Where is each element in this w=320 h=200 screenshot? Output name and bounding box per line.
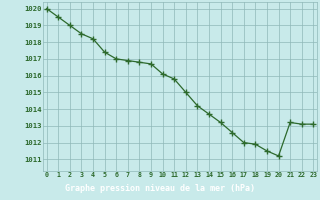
Text: Graphe pression niveau de la mer (hPa): Graphe pression niveau de la mer (hPa)	[65, 184, 255, 193]
